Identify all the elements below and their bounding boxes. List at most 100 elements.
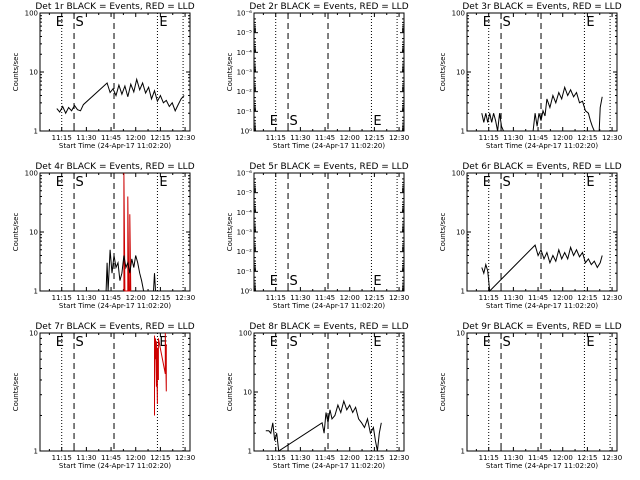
event-marker-s: S: [76, 335, 84, 350]
event-marker-s: S: [76, 15, 84, 30]
y-tick-label: 10⁻⁴: [237, 49, 253, 57]
event-marker-s: S: [290, 114, 298, 129]
x-tick-label: 11:30: [76, 454, 96, 462]
y-tick-label: 1: [248, 448, 252, 456]
y-tick-label: 1: [461, 288, 465, 296]
plot-frame: [39, 172, 191, 292]
x-tick-label: 12:00: [340, 454, 360, 462]
panel-title: Det 8r BLACK = Events, RED = LLD: [249, 322, 408, 332]
y-axis-label: Counts/sec: [226, 373, 234, 412]
y-tick-label: 100: [25, 170, 38, 178]
x-tick-label: 11:30: [503, 294, 523, 302]
x-tick-label: 11:15: [266, 134, 286, 142]
x-tick-label: 12:00: [553, 294, 573, 302]
plot-frame: [39, 12, 191, 132]
x-tick-label: 12:30: [602, 454, 622, 462]
y-tick-label: 10: [456, 330, 465, 338]
y-tick-label: 10⁻⁵: [237, 189, 253, 197]
series-line-1: [154, 332, 167, 416]
x-tick-label: 11:30: [290, 294, 310, 302]
event-marker-e: E: [56, 175, 64, 190]
x-tick-label: 12:00: [340, 134, 360, 142]
y-tick-label: 10: [243, 389, 252, 397]
y-tick-label: 100: [239, 330, 252, 338]
y-tick-label: 1: [461, 128, 465, 136]
y-tick-label: 10⁻⁶: [237, 10, 253, 18]
y-tick-label: 10: [29, 229, 38, 237]
x-tick-label: 11:30: [76, 134, 96, 142]
series-line-2: [105, 249, 156, 292]
panel-title: Det 5r BLACK = Events, RED = LLD: [249, 162, 408, 172]
event-marker-s: S: [503, 175, 511, 190]
event-marker-s: S: [503, 15, 511, 30]
event-marker-e: E: [483, 175, 491, 190]
x-tick-label: 12:15: [577, 294, 597, 302]
x-tick-label: 12:30: [389, 294, 409, 302]
panel-title: Det 9r BLACK = Events, RED = LLD: [462, 322, 621, 332]
x-axis-label: Start Time (24-Apr-17 11:02:20): [59, 302, 171, 310]
x-tick-label: 12:00: [340, 294, 360, 302]
x-tick-label: 12:15: [577, 134, 597, 142]
event-marker-s: S: [503, 335, 511, 350]
panel-title: Det 7r BLACK = Events, RED = LLD: [35, 322, 194, 332]
y-tick-label: 10⁻⁵: [237, 29, 253, 37]
event-marker-e: E: [159, 335, 167, 350]
series-line-1: [123, 172, 132, 292]
series-line-1: [481, 85, 603, 132]
event-marker-e: E: [483, 335, 491, 350]
x-tick-label: 11:30: [290, 134, 310, 142]
series-line-1: [265, 399, 382, 452]
y-tick-label: 10: [456, 69, 465, 77]
y-tick-label: 10: [29, 69, 38, 77]
event-marker-e: E: [373, 335, 381, 350]
x-tick-label: 12:15: [364, 294, 384, 302]
x-tick-label: 12:30: [389, 454, 409, 462]
event-marker-s: S: [76, 175, 84, 190]
event-marker-e: E: [373, 114, 381, 129]
x-tick-label: 12:00: [126, 454, 146, 462]
panel-title: Det 1r BLACK = Events, RED = LLD: [35, 2, 194, 12]
y-tick-label: 10⁻⁶: [237, 170, 253, 178]
x-tick-label: 11:45: [101, 454, 121, 462]
x-tick-label: 11:45: [101, 294, 121, 302]
y-axis-label: Counts/sec: [439, 373, 447, 412]
x-tick-label: 11:45: [528, 294, 548, 302]
x-tick-label: 11:15: [479, 454, 499, 462]
detector-panel-4: Det 4r BLACK = Events, RED = LLD 1 10 100 Co…: [12, 162, 195, 310]
x-tick-label: 11:45: [315, 134, 335, 142]
y-axis-label: Counts/sec: [226, 53, 234, 92]
x-axis-label: Start Time (24-Apr-17 11:02:20): [59, 462, 171, 470]
y-tick-label: 10⁰: [240, 128, 252, 136]
y-axis-label: Counts/sec: [12, 53, 20, 92]
x-tick-label: 11:15: [52, 454, 72, 462]
series-line-1: [481, 244, 603, 293]
x-tick-label: 12:30: [389, 134, 409, 142]
y-tick-label: 10: [456, 229, 465, 237]
x-tick-label: 12:30: [175, 134, 195, 142]
detector-panel-2: Det 2r BLACK = Events, RED = LLD 10⁰ 10⁻¹ 1…: [226, 2, 409, 150]
detector-panel-3: Det 3r BLACK = Events, RED = LLD 1 10 100 Co…: [439, 2, 622, 150]
y-tick-label: 10⁻¹: [237, 268, 253, 276]
y-tick-label: 1: [34, 288, 38, 296]
plot-frame: [466, 172, 618, 292]
y-axis-label: Counts/sec: [12, 213, 20, 252]
y-axis-label: Counts/sec: [12, 373, 20, 412]
x-axis-label: Start Time (24-Apr-17 11:02:20): [273, 302, 385, 310]
x-tick-label: 11:45: [101, 134, 121, 142]
event-marker-e: E: [586, 175, 594, 190]
x-tick-label: 11:45: [528, 134, 548, 142]
detector-panel-5: Det 5r BLACK = Events, RED = LLD 10⁰ 10⁻¹ 1…: [226, 162, 409, 310]
y-tick-label: 10⁻²: [237, 248, 253, 256]
series-line-1: [56, 77, 185, 115]
x-tick-label: 12:15: [577, 454, 597, 462]
y-axis-label: Counts/sec: [226, 213, 234, 252]
x-tick-label: 12:15: [150, 134, 170, 142]
x-tick-label: 11:15: [479, 134, 499, 142]
detector-panel-6: Det 6r BLACK = Events, RED = LLD 1 10 100 Co…: [439, 162, 622, 310]
event-marker-e: E: [270, 114, 278, 129]
event-marker-s: S: [290, 274, 298, 289]
x-tick-label: 12:00: [126, 134, 146, 142]
x-tick-label: 12:00: [553, 454, 573, 462]
y-tick-label: 10⁻³: [237, 69, 253, 77]
